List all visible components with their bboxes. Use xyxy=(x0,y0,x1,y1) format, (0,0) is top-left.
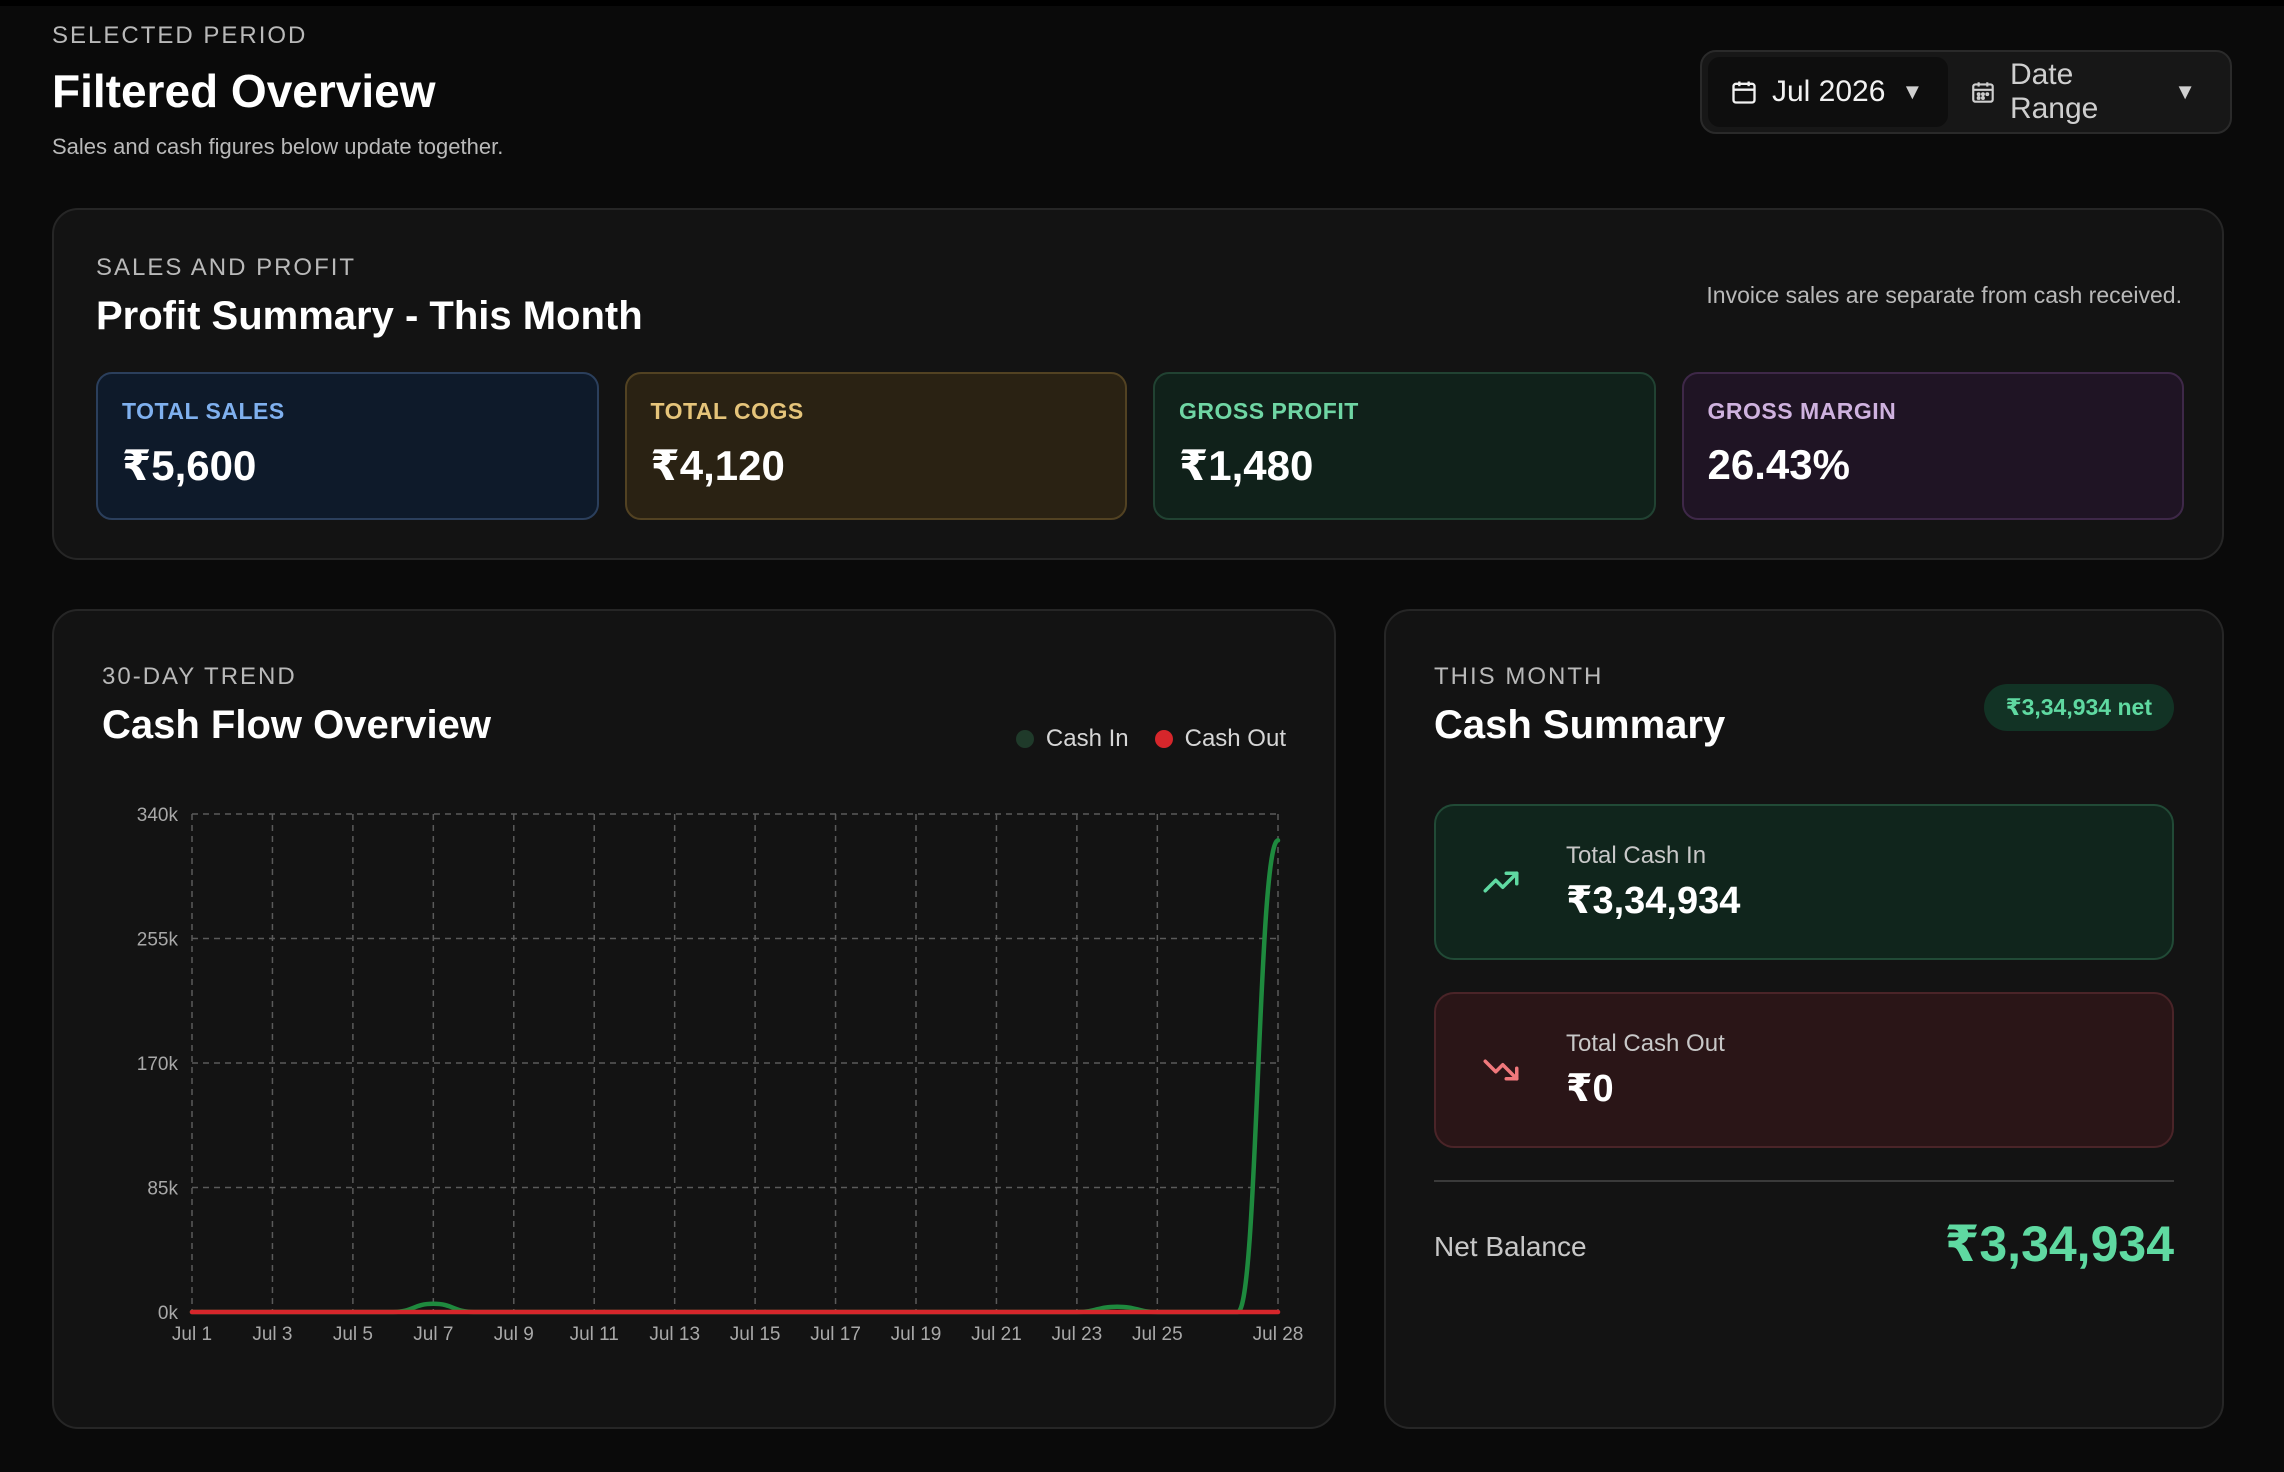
profit-eyebrow: SALES AND PROFIT xyxy=(96,254,357,281)
net-balance-value: ₹3,34,934 xyxy=(1944,1216,2174,1272)
y-tick-label: 85k xyxy=(147,1179,178,1200)
kpi-total-cogs: TOTAL COGS ₹4,120 xyxy=(624,372,1127,520)
calendar-range-icon xyxy=(1972,82,1994,103)
page-subtitle: Sales and cash figures below update toge… xyxy=(52,134,504,159)
date-range-button[interactable]: Date Range ▼ xyxy=(1948,57,2218,127)
series-line-cash-in xyxy=(189,838,1281,1315)
kpi-label: TOTAL SALES xyxy=(122,398,285,424)
kpi-total-sales: TOTAL SALES ₹5,600 xyxy=(96,372,599,520)
kpi-gross-margin: GROSS MARGIN 26.43% xyxy=(1681,372,2184,520)
y-tick-label: 255k xyxy=(137,930,179,951)
kpi-value: ₹1,480 xyxy=(1179,442,1314,489)
x-tick-label: Jul 28 xyxy=(1253,1324,1304,1345)
kpi-value: 26.43% xyxy=(1707,441,1850,488)
chevron-down-icon: ▼ xyxy=(1901,79,1924,104)
total-cash-in-card: Total Cash In ₹3,34,934 xyxy=(1434,804,2174,960)
cash-in-value: ₹3,34,934 xyxy=(1566,879,1741,922)
trending-down-icon xyxy=(1483,1059,1519,1081)
x-tick-label: Jul 7 xyxy=(413,1324,453,1345)
cashflow-eyebrow: 30-DAY TREND xyxy=(102,663,297,690)
x-tick-label: Jul 21 xyxy=(971,1324,1022,1345)
cash-out-label: Total Cash Out xyxy=(1566,1029,1725,1057)
cashflow-title: Cash Flow Overview xyxy=(102,703,492,747)
kpi-label: TOTAL COGS xyxy=(650,398,804,424)
x-tick-label: Jul 3 xyxy=(252,1324,292,1345)
kpi-gross-profit: GROSS PROFIT ₹1,480 xyxy=(1153,372,1656,520)
summary-eyebrow: THIS MONTH xyxy=(1434,663,1604,690)
profit-title: Profit Summary - This Month xyxy=(96,294,643,338)
profit-summary-panel: SALES AND PROFIT Profit Summary - This M… xyxy=(52,208,2224,560)
x-tick-label: Jul 13 xyxy=(649,1324,700,1345)
x-tick-label: Jul 11 xyxy=(570,1324,619,1345)
profit-note: Invoice sales are separate from cash rec… xyxy=(1706,282,2182,308)
x-tick-label: Jul 23 xyxy=(1052,1324,1103,1345)
page-header: SELECTED PERIOD Filtered Overview Sales … xyxy=(52,22,2232,162)
cash-flow-panel: 30-DAY TREND Cash Flow Overview Cash In … xyxy=(52,609,1336,1429)
net-badge: ₹3,34,934 net xyxy=(1983,684,2174,731)
cash-summary-panel: THIS MONTH Cash Summary ₹3,34,934 net To… xyxy=(1384,609,2224,1429)
chevron-down-icon: ▼ xyxy=(2174,79,2196,104)
x-tick-label: Jul 9 xyxy=(494,1324,534,1345)
y-tick-label: 0k xyxy=(158,1303,179,1324)
period-controls: Jul 2026 ▼ Date Range ▼ xyxy=(1700,50,2232,134)
top-edge xyxy=(0,0,2284,6)
trending-up-icon xyxy=(1483,871,1519,893)
y-tick-label: 340k xyxy=(137,805,179,826)
summary-title: Cash Summary xyxy=(1434,703,1726,747)
kpi-label: GROSS PROFIT xyxy=(1179,398,1359,424)
x-tick-label: Jul 19 xyxy=(891,1324,942,1345)
date-range-label: Date Range xyxy=(2009,58,2099,125)
legend-dot-cash-in xyxy=(1015,730,1034,748)
x-tick-label: Jul 17 xyxy=(810,1324,861,1345)
kpi-row: TOTAL SALES ₹5,600 TOTAL COGS ₹4,120 GRO… xyxy=(96,372,2184,520)
kpi-value: ₹4,120 xyxy=(650,442,785,489)
month-picker-button[interactable]: Jul 2026 ▼ xyxy=(1708,57,1948,127)
total-cash-out-card: Total Cash Out ₹0 xyxy=(1434,992,2174,1148)
cash-in-label: Total Cash In xyxy=(1566,841,1707,869)
cash-flow-chart: 0k 85k 170k 255k 340k Jul 1 Jul 3 Jul 5 Jul 7 Jul… xyxy=(137,805,1304,1345)
month-picker-label: Jul 2026 xyxy=(1772,75,1886,108)
legend-cash-in-label: Cash In xyxy=(1045,725,1129,752)
kpi-label: GROSS MARGIN xyxy=(1707,398,1897,424)
net-balance-label: Net Balance xyxy=(1434,1231,1587,1262)
chart-legend: Cash In Cash Out xyxy=(990,725,1286,753)
header-eyebrow: SELECTED PERIOD xyxy=(52,22,308,49)
kpi-value: ₹5,600 xyxy=(122,442,257,489)
calendar-icon xyxy=(1732,81,1756,104)
x-tick-label: Jul 5 xyxy=(333,1324,373,1345)
y-tick-label: 170k xyxy=(137,1054,179,1075)
x-tick-label: Jul 1 xyxy=(172,1324,212,1345)
x-tick-label: Jul 25 xyxy=(1132,1324,1183,1345)
divider xyxy=(1434,1180,2174,1182)
legend-cash-in[interactable]: Cash In xyxy=(1015,725,1129,753)
legend-cash-out[interactable]: Cash Out xyxy=(1154,725,1286,753)
cash-out-value: ₹0 xyxy=(1566,1067,1614,1110)
x-tick-label: Jul 15 xyxy=(730,1324,781,1345)
legend-cash-out-label: Cash Out xyxy=(1184,725,1286,752)
page-title: Filtered Overview xyxy=(52,65,436,117)
legend-dot-cash-out xyxy=(1154,730,1173,748)
